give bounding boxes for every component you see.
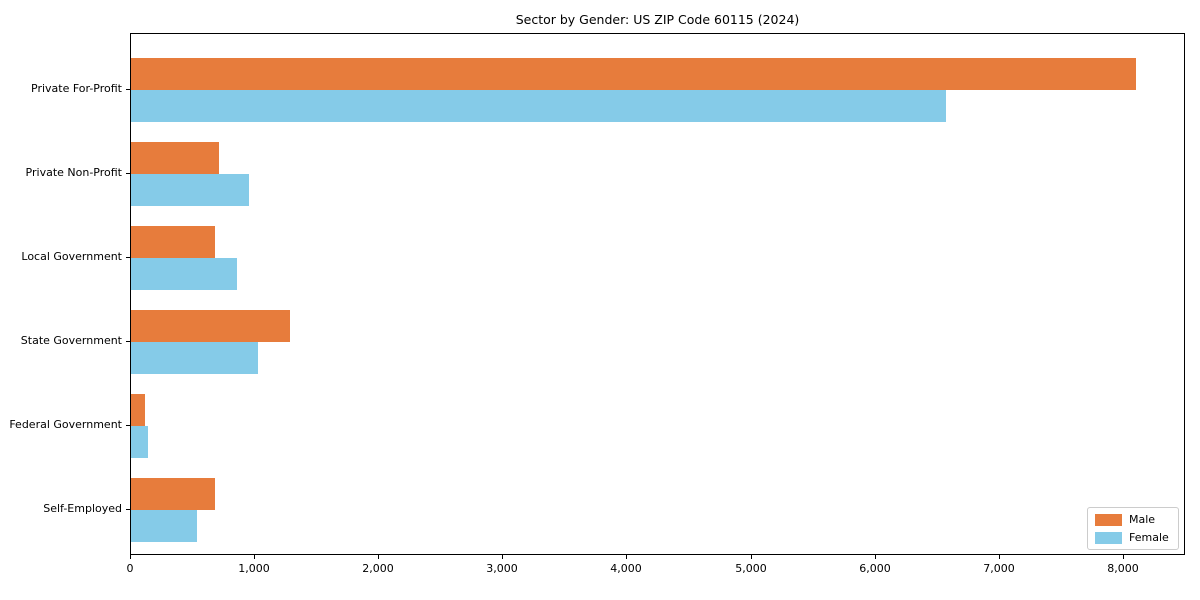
bar-female-self-employed — [131, 509, 197, 542]
ytick-label: Private For-Profit — [31, 82, 122, 95]
ytick-label: Private Non-Profit — [25, 166, 122, 179]
bar-male-local-government — [131, 225, 215, 258]
xtick-mark — [1123, 555, 1124, 559]
ytick-mark — [126, 425, 130, 426]
bar-female-state-government — [131, 341, 258, 374]
xtick-mark — [751, 555, 752, 559]
xtick-mark — [502, 555, 503, 559]
ytick-label: State Government — [20, 334, 122, 347]
ytick-label: Local Government — [21, 250, 122, 263]
xtick-mark — [626, 555, 627, 559]
bar-female-local-government — [131, 257, 237, 290]
legend-item-male: Male — [1095, 513, 1170, 526]
bar-male-self-employed — [131, 477, 215, 510]
ytick-mark — [126, 257, 130, 258]
xtick-mark — [254, 555, 255, 559]
xtick-mark — [875, 555, 876, 559]
xtick-label: 5,000 — [735, 562, 767, 575]
bar-female-private-non-profit — [131, 173, 249, 206]
bar-female-private-for-profit — [131, 89, 946, 122]
legend: Male Female — [1087, 507, 1179, 550]
bar-male-federal-government — [131, 393, 145, 426]
ytick-label: Self-Employed — [43, 502, 122, 515]
ytick-mark — [126, 89, 130, 90]
xtick-label: 7,000 — [983, 562, 1015, 575]
xtick-label: 2,000 — [362, 562, 394, 575]
legend-swatch-male — [1095, 513, 1122, 526]
xtick-label: 0 — [126, 562, 134, 575]
chart-title: Sector by Gender: US ZIP Code 60115 (202… — [515, 12, 800, 27]
xtick-label: 6,000 — [859, 562, 891, 575]
xtick-mark — [999, 555, 1000, 559]
bar-male-private-non-profit — [131, 141, 219, 174]
xtick-label: 3,000 — [486, 562, 518, 575]
legend-label-female: Female — [1129, 531, 1169, 544]
ytick-label: Federal Government — [9, 418, 122, 431]
xtick-label: 1,000 — [238, 562, 270, 575]
ytick-mark — [126, 341, 130, 342]
bar-male-private-for-profit — [131, 57, 1136, 90]
plot-area: Male Female — [130, 33, 1185, 555]
xtick-mark — [378, 555, 379, 559]
xtick-mark — [130, 555, 131, 559]
xtick-label: 4,000 — [610, 562, 642, 575]
ytick-mark — [126, 509, 130, 510]
legend-item-female: Female — [1095, 531, 1170, 544]
xtick-label: 8,000 — [1107, 562, 1139, 575]
bar-female-federal-government — [131, 425, 148, 458]
legend-swatch-female — [1095, 531, 1122, 544]
ytick-mark — [126, 173, 130, 174]
legend-label-male: Male — [1129, 513, 1156, 526]
bar-male-state-government — [131, 309, 290, 342]
